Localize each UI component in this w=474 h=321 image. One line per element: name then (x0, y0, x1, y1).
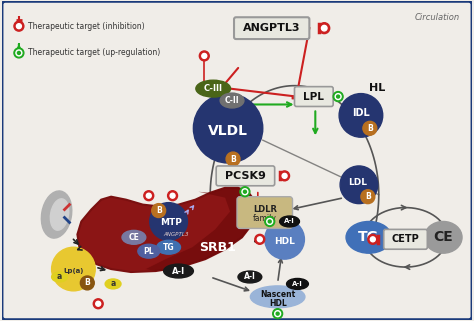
Text: A-I: A-I (292, 281, 303, 287)
Ellipse shape (196, 80, 230, 97)
Text: HL: HL (369, 82, 385, 93)
Circle shape (333, 91, 343, 101)
Text: Therapeutic target (up-regulation): Therapeutic target (up-regulation) (28, 48, 160, 57)
Circle shape (363, 121, 377, 135)
Text: Circulation: Circulation (415, 13, 460, 22)
Ellipse shape (280, 216, 300, 227)
Circle shape (267, 219, 273, 224)
Circle shape (150, 203, 187, 240)
Ellipse shape (238, 271, 262, 283)
Text: MTP: MTP (160, 218, 182, 227)
Circle shape (202, 53, 207, 58)
Ellipse shape (346, 221, 392, 253)
Circle shape (52, 247, 95, 291)
Circle shape (274, 311, 281, 317)
Polygon shape (146, 188, 256, 271)
Circle shape (273, 309, 283, 319)
Text: B: B (230, 154, 236, 163)
Ellipse shape (220, 93, 244, 108)
FancyBboxPatch shape (216, 166, 274, 186)
Circle shape (193, 94, 263, 163)
Ellipse shape (50, 199, 69, 230)
Ellipse shape (105, 279, 121, 289)
Text: ANGPTL3: ANGPTL3 (164, 232, 189, 237)
Polygon shape (77, 188, 256, 272)
Ellipse shape (250, 286, 305, 308)
Text: HDL: HDL (269, 299, 286, 308)
Circle shape (152, 204, 165, 218)
Circle shape (257, 237, 262, 242)
Circle shape (276, 312, 279, 315)
Circle shape (96, 301, 100, 306)
Circle shape (339, 94, 383, 137)
Text: TG: TG (163, 243, 174, 252)
Circle shape (361, 190, 375, 204)
Text: ANGPTL3: ANGPTL3 (243, 23, 301, 33)
Circle shape (242, 189, 248, 195)
Text: LDLR: LDLR (253, 205, 277, 214)
Text: Therapeutic target (inhibition): Therapeutic target (inhibition) (28, 22, 145, 31)
Text: C-II: C-II (225, 96, 239, 105)
FancyBboxPatch shape (384, 230, 428, 249)
Circle shape (282, 173, 287, 178)
Text: TG: TG (358, 230, 379, 244)
Circle shape (368, 234, 378, 244)
Ellipse shape (122, 230, 146, 244)
Circle shape (340, 166, 378, 204)
Circle shape (14, 21, 24, 31)
Circle shape (240, 187, 250, 197)
Circle shape (170, 193, 175, 198)
Ellipse shape (164, 264, 193, 278)
Circle shape (268, 220, 271, 223)
Circle shape (144, 191, 154, 201)
Ellipse shape (424, 221, 462, 253)
Text: B: B (84, 278, 90, 287)
Circle shape (265, 220, 304, 259)
FancyBboxPatch shape (237, 197, 292, 229)
Text: HDL: HDL (274, 237, 295, 246)
Circle shape (321, 25, 327, 31)
Circle shape (265, 216, 274, 226)
Circle shape (280, 171, 290, 181)
Text: family: family (253, 214, 277, 223)
Text: B: B (156, 206, 162, 215)
Circle shape (17, 24, 21, 29)
Text: VLDL: VLDL (208, 124, 248, 138)
Circle shape (200, 51, 209, 61)
Circle shape (146, 193, 151, 198)
Circle shape (370, 237, 375, 242)
Circle shape (244, 190, 246, 193)
Ellipse shape (52, 272, 67, 282)
Circle shape (255, 234, 265, 244)
Text: C-III: C-III (204, 84, 223, 93)
Text: LDL: LDL (348, 178, 367, 187)
Ellipse shape (157, 240, 181, 254)
Text: a: a (110, 279, 116, 289)
Text: CETP: CETP (392, 234, 419, 244)
Text: A-I: A-I (284, 219, 295, 224)
Circle shape (337, 95, 339, 98)
Circle shape (16, 50, 22, 56)
Circle shape (93, 299, 103, 309)
Ellipse shape (287, 279, 309, 289)
Circle shape (335, 94, 341, 100)
Text: a: a (57, 273, 62, 282)
Text: IDL: IDL (352, 108, 370, 118)
FancyBboxPatch shape (294, 87, 333, 107)
Ellipse shape (138, 244, 160, 258)
Text: B: B (365, 192, 371, 201)
Text: CE: CE (128, 233, 139, 242)
Text: PL: PL (144, 247, 154, 256)
Text: PCSK9: PCSK9 (225, 171, 266, 181)
Text: A-I: A-I (172, 266, 185, 275)
Circle shape (18, 51, 20, 55)
Text: LPL: LPL (303, 91, 324, 101)
Circle shape (14, 48, 24, 58)
Ellipse shape (41, 191, 72, 238)
FancyBboxPatch shape (234, 17, 310, 39)
Circle shape (226, 152, 240, 166)
Text: CE: CE (433, 230, 453, 244)
Circle shape (81, 276, 94, 290)
Text: Lp(a): Lp(a) (63, 268, 83, 274)
